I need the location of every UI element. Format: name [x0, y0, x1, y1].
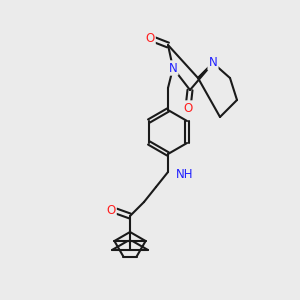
- Text: O: O: [183, 101, 193, 115]
- Text: N: N: [169, 61, 177, 74]
- Text: O: O: [106, 205, 116, 218]
- Text: N: N: [208, 56, 217, 70]
- Text: O: O: [146, 32, 154, 44]
- Text: NH: NH: [176, 167, 194, 181]
